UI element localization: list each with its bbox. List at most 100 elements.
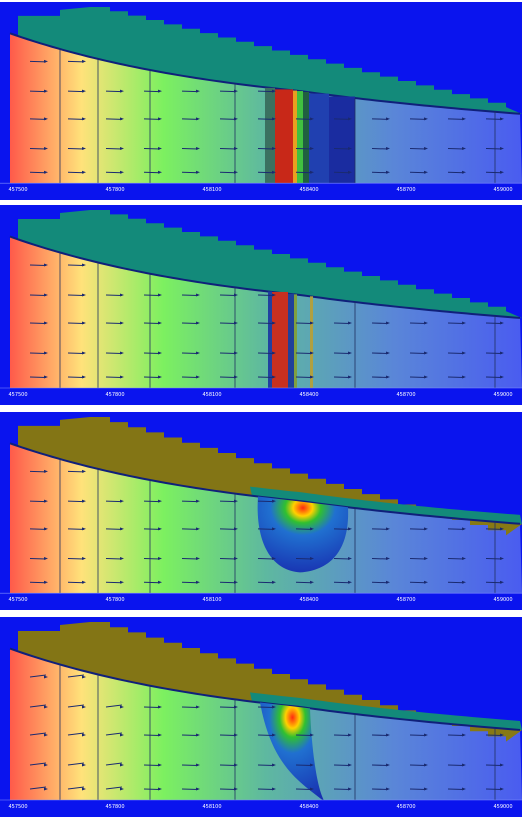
velocity-arrow xyxy=(371,764,389,766)
velocity-arrow xyxy=(371,558,389,560)
velocity-arrow xyxy=(105,171,123,174)
x-tick-label: 458100 xyxy=(202,187,221,193)
arrow-head xyxy=(82,147,86,151)
velocity-arrow xyxy=(143,734,161,736)
velocity-arrow xyxy=(371,118,389,120)
arrow-head xyxy=(310,351,314,355)
velocity-arrow xyxy=(257,171,275,174)
velocity-arrow xyxy=(409,322,427,324)
arrow-head xyxy=(196,375,200,379)
velocity-arrow xyxy=(29,558,47,560)
velocity-arrow xyxy=(105,352,123,354)
arrow-head xyxy=(44,321,48,325)
arrow-head xyxy=(272,557,276,561)
velocity-arrow xyxy=(485,788,503,790)
arrow-head xyxy=(120,763,124,767)
arrow-head xyxy=(500,527,504,531)
arrow-head xyxy=(310,787,314,791)
velocity-arrow xyxy=(257,294,275,296)
arrow-head xyxy=(500,763,504,767)
velocity-arrow xyxy=(333,558,351,560)
velocity-arrow xyxy=(257,90,275,93)
velocity-arrow xyxy=(29,732,47,736)
velocity-arrow xyxy=(181,706,199,708)
velocity-arrow xyxy=(257,558,275,560)
velocity-arrow xyxy=(67,322,85,324)
velocity-arrow xyxy=(485,558,503,560)
arrow-head xyxy=(348,527,352,531)
arrow-head xyxy=(196,170,200,174)
plume xyxy=(260,702,325,802)
y-axis-strip xyxy=(0,412,9,610)
arrow-head xyxy=(82,321,86,325)
velocity-arrow xyxy=(105,90,123,93)
velocity-arrow xyxy=(295,764,313,766)
arrow-head xyxy=(386,321,390,325)
arrow-head xyxy=(272,580,276,584)
velocity-arrow xyxy=(371,528,389,530)
arrow-head xyxy=(44,557,48,561)
arrow-head xyxy=(462,147,466,151)
velocity-arrow xyxy=(257,376,275,378)
arrow-head xyxy=(310,170,314,174)
velocity-arrow xyxy=(143,581,161,584)
arrow-head xyxy=(310,527,314,531)
velocity-arrow xyxy=(257,764,275,766)
x-tick-label: 459000 xyxy=(493,597,512,603)
arrow-head xyxy=(462,321,466,325)
velocity-arrow xyxy=(143,90,161,93)
velocity-arrow xyxy=(295,581,313,584)
velocity-arrow xyxy=(257,581,275,584)
velocity-arrow xyxy=(371,171,389,174)
arrow-head xyxy=(500,170,504,174)
arrow-head xyxy=(44,293,48,297)
velocity-arrow xyxy=(257,148,275,150)
velocity-arrow xyxy=(29,376,47,378)
arrow-head xyxy=(500,787,504,791)
arrow-head xyxy=(348,170,352,174)
velocity-arrow xyxy=(67,762,85,766)
velocity-arrow xyxy=(295,118,313,120)
arrow-head xyxy=(158,557,162,561)
velocity-arrow xyxy=(409,764,427,766)
arrow-head xyxy=(272,89,276,93)
arrow-head xyxy=(196,580,200,584)
velocity-arrow xyxy=(409,581,427,584)
velocity-arrow xyxy=(67,528,85,530)
arrow-head xyxy=(424,375,428,379)
velocity-arrow xyxy=(333,171,351,174)
arrow-head xyxy=(386,733,390,737)
arrow-head xyxy=(158,293,162,297)
arrow-head xyxy=(234,170,238,174)
arrow-head xyxy=(462,557,466,561)
velocity-arrow xyxy=(105,786,123,790)
cover-layer xyxy=(18,210,522,319)
arrow-head xyxy=(386,351,390,355)
surface-line xyxy=(9,235,521,319)
arrow-head xyxy=(158,580,162,584)
arrow-head xyxy=(120,293,124,297)
arrow-head xyxy=(424,763,428,767)
arrow-head xyxy=(500,557,504,561)
velocity-arrow xyxy=(181,734,199,736)
velocity-arrow xyxy=(485,734,503,736)
velocity-arrow xyxy=(257,706,275,708)
velocity-arrow xyxy=(333,148,351,150)
velocity-arrow xyxy=(371,322,389,324)
velocity-arrow xyxy=(29,786,47,790)
arrow-head xyxy=(158,147,162,151)
velocity-arrow xyxy=(219,118,237,120)
velocity-arrow xyxy=(447,148,465,150)
velocity-arrow xyxy=(67,264,85,266)
arrow-head xyxy=(120,117,124,121)
arrow-head xyxy=(348,557,352,561)
arrow-head xyxy=(120,351,124,355)
arrow-head xyxy=(82,787,86,791)
arrow-head xyxy=(44,527,48,531)
plume-band xyxy=(293,90,297,184)
velocity-arrow xyxy=(333,764,351,766)
velocity-arrow xyxy=(295,376,313,378)
arrow-head xyxy=(120,375,124,379)
velocity-arrow xyxy=(181,788,199,790)
arrow-head xyxy=(82,763,86,767)
